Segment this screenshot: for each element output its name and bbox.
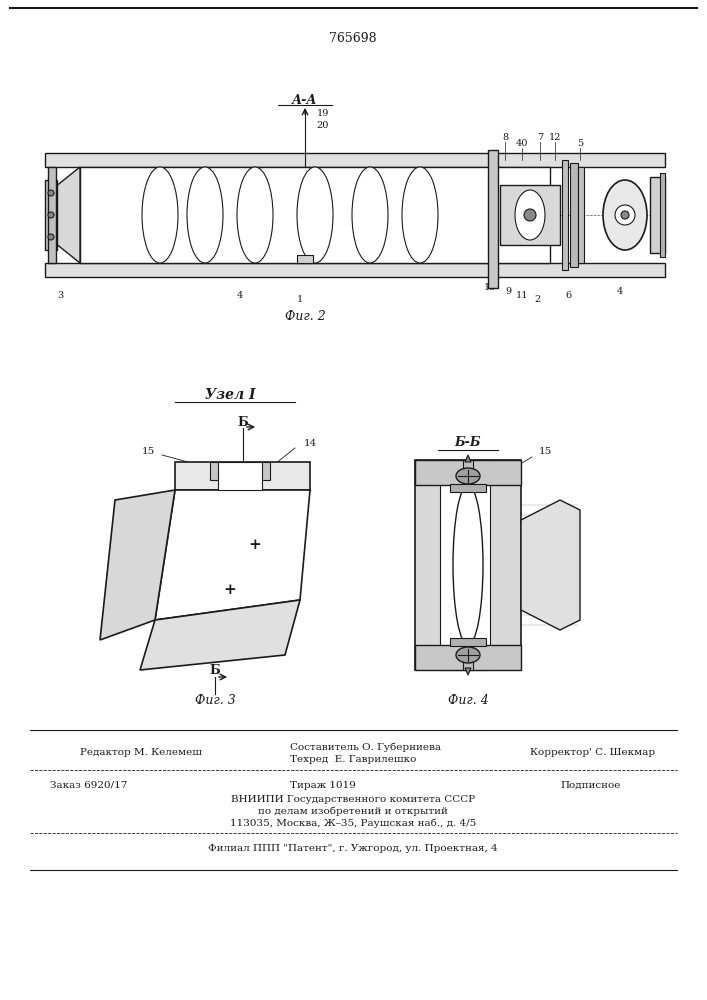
Bar	[463, 460, 473, 670]
Bar	[415, 460, 521, 670]
Ellipse shape	[297, 167, 333, 263]
Text: 15: 15	[538, 448, 551, 456]
Polygon shape	[55, 167, 80, 263]
Polygon shape	[175, 462, 310, 490]
Text: Тираж 1019: Тираж 1019	[290, 781, 356, 790]
Text: Филиал ППП "Патент", г. Ужгород, ул. Проектная, 4: Филиал ППП "Патент", г. Ужгород, ул. Про…	[208, 844, 498, 853]
Text: Подписное: Подписное	[560, 781, 620, 790]
Bar	[578, 167, 584, 263]
Text: Редактор М. Келемеш: Редактор М. Келемеш	[80, 748, 202, 757]
Ellipse shape	[142, 167, 178, 263]
Text: 765698: 765698	[329, 31, 377, 44]
Text: Фиг. 3: Фиг. 3	[194, 694, 235, 706]
Text: 4: 4	[237, 290, 243, 300]
Ellipse shape	[515, 190, 545, 240]
Ellipse shape	[456, 647, 480, 663]
Text: Б: Б	[238, 416, 248, 428]
Ellipse shape	[352, 167, 388, 263]
Bar	[210, 462, 270, 480]
Text: ВНИИПИ Государственного комитета СССР: ВНИИПИ Государственного комитета СССР	[231, 795, 475, 804]
Ellipse shape	[621, 211, 629, 219]
Ellipse shape	[615, 205, 635, 225]
Bar	[488, 150, 498, 288]
Ellipse shape	[453, 485, 483, 645]
Bar	[218, 462, 262, 490]
Polygon shape	[140, 600, 300, 670]
Text: 12: 12	[549, 132, 561, 141]
Bar	[650, 177, 665, 253]
Bar	[450, 638, 486, 646]
Bar	[440, 460, 490, 670]
Bar	[45, 263, 665, 277]
Polygon shape	[100, 490, 175, 640]
Ellipse shape	[456, 468, 480, 484]
Text: А-А: А-А	[292, 94, 317, 106]
Polygon shape	[521, 500, 580, 630]
Ellipse shape	[402, 167, 438, 263]
Text: 6: 6	[565, 290, 571, 300]
Bar	[660, 173, 665, 257]
Text: 15: 15	[141, 448, 155, 456]
Text: 113035, Москва, Ж–35, Раушская наб., д. 4/5: 113035, Москва, Ж–35, Раушская наб., д. …	[230, 819, 476, 828]
Text: Фиг. 2: Фиг. 2	[285, 310, 325, 324]
Text: 1: 1	[297, 294, 303, 304]
Text: по делам изобретений и открытий: по делам изобретений и открытий	[258, 807, 448, 816]
Text: 14: 14	[303, 438, 317, 448]
Bar	[415, 645, 521, 670]
Polygon shape	[465, 455, 471, 462]
Text: 11: 11	[515, 290, 528, 300]
Text: 15: 15	[484, 282, 496, 292]
Text: 20: 20	[317, 120, 329, 129]
Polygon shape	[465, 668, 471, 675]
Text: Б-Б: Б-Б	[455, 436, 481, 450]
Text: 7: 7	[537, 132, 543, 141]
Bar	[45, 153, 665, 167]
Bar	[450, 484, 486, 492]
Bar	[415, 460, 521, 485]
Bar	[48, 167, 56, 263]
Bar	[570, 163, 578, 267]
Text: 4: 4	[617, 286, 623, 296]
Text: Составитель О. Губерниева: Составитель О. Губерниева	[290, 743, 441, 752]
Text: Заказ 6920/17: Заказ 6920/17	[50, 781, 127, 790]
Text: Б: Б	[209, 664, 221, 676]
Text: 5: 5	[577, 138, 583, 147]
Ellipse shape	[603, 180, 647, 250]
Bar	[45, 180, 57, 250]
Polygon shape	[155, 490, 310, 620]
Bar	[562, 160, 568, 270]
Text: 40: 40	[516, 138, 528, 147]
Ellipse shape	[187, 167, 223, 263]
Text: Корректор' С. Шекмар: Корректор' С. Шекмар	[530, 748, 655, 757]
Bar	[500, 185, 560, 245]
Text: Узел I: Узел I	[205, 388, 255, 402]
Bar	[297, 255, 313, 263]
Ellipse shape	[524, 209, 536, 221]
Ellipse shape	[48, 212, 54, 218]
Text: 8: 8	[502, 132, 508, 141]
Ellipse shape	[48, 234, 54, 240]
Ellipse shape	[237, 167, 273, 263]
Text: 19: 19	[317, 108, 329, 117]
Ellipse shape	[48, 190, 54, 196]
Bar	[80, 167, 550, 263]
Text: Фиг. 4: Фиг. 4	[448, 694, 489, 706]
Text: +: +	[223, 583, 236, 597]
Text: 3: 3	[57, 290, 63, 300]
Text: Техред  Е. Гаврилешко: Техред Е. Гаврилешко	[290, 755, 416, 764]
Text: +: +	[249, 538, 262, 552]
Text: 9: 9	[505, 286, 511, 296]
Text: 2: 2	[535, 294, 541, 304]
